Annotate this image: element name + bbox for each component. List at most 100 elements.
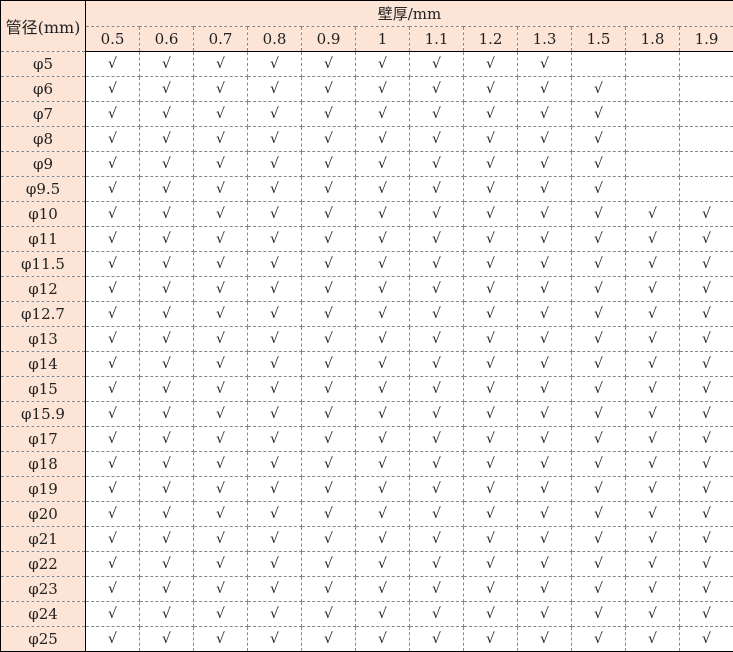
check-mark-cell: √ [464, 327, 518, 352]
check-mark-cell: √ [464, 377, 518, 402]
check-mark-cell: √ [302, 327, 356, 352]
empty-cell [626, 77, 680, 102]
check-mark-cell: √ [464, 277, 518, 302]
check-mark-cell: √ [680, 377, 733, 402]
thickness-column-header: 0.6 [140, 27, 194, 52]
check-mark-cell: √ [194, 327, 248, 352]
check-mark-cell: √ [464, 127, 518, 152]
check-mark-cell: √ [302, 202, 356, 227]
empty-cell [626, 152, 680, 177]
check-mark-cell: √ [572, 302, 626, 327]
check-mark-cell: √ [464, 252, 518, 277]
check-mark-cell: √ [464, 77, 518, 102]
check-mark-cell: √ [518, 227, 572, 252]
check-mark-cell: √ [86, 177, 140, 202]
check-mark-cell: √ [248, 452, 302, 477]
pipe-diameter-label: φ25 [1, 627, 86, 652]
check-mark-cell: √ [572, 227, 626, 252]
check-mark-cell: √ [248, 577, 302, 602]
check-mark-cell: √ [572, 127, 626, 152]
check-mark-cell: √ [572, 402, 626, 427]
check-mark-cell: √ [572, 102, 626, 127]
table-row: φ6√√√√√√√√√√ [1, 77, 733, 102]
table-row: φ25√√√√√√√√√√√√ [1, 627, 733, 652]
check-mark-cell: √ [356, 377, 410, 402]
table-row: φ11√√√√√√√√√√√√ [1, 227, 733, 252]
check-mark-cell: √ [626, 602, 680, 627]
check-mark-cell: √ [140, 627, 194, 652]
check-mark-cell: √ [680, 202, 733, 227]
check-mark-cell: √ [518, 352, 572, 377]
check-mark-cell: √ [86, 452, 140, 477]
pipe-diameter-label: φ18 [1, 452, 86, 477]
thickness-column-header: 1.9 [680, 27, 733, 52]
pipe-diameter-label: φ10 [1, 202, 86, 227]
check-mark-cell: √ [518, 327, 572, 352]
check-mark-cell: √ [626, 377, 680, 402]
check-mark-cell: √ [356, 352, 410, 377]
check-mark-cell: √ [248, 527, 302, 552]
check-mark-cell: √ [518, 152, 572, 177]
thickness-column-header: 1.1 [410, 27, 464, 52]
check-mark-cell: √ [140, 302, 194, 327]
table-row: φ15√√√√√√√√√√√√ [1, 377, 733, 402]
check-mark-cell: √ [86, 227, 140, 252]
check-mark-cell: √ [518, 527, 572, 552]
check-mark-cell: √ [410, 602, 464, 627]
check-mark-cell: √ [518, 552, 572, 577]
check-mark-cell: √ [356, 602, 410, 627]
check-mark-cell: √ [626, 302, 680, 327]
wall-thickness-header: 壁厚/mm [86, 1, 733, 27]
check-mark-cell: √ [356, 527, 410, 552]
check-mark-cell: √ [410, 552, 464, 577]
check-mark-cell: √ [572, 252, 626, 277]
check-mark-cell: √ [680, 402, 733, 427]
check-mark-cell: √ [518, 452, 572, 477]
check-mark-cell: √ [518, 102, 572, 127]
table-body: φ5√√√√√√√√√φ6√√√√√√√√√√φ7√√√√√√√√√√φ8√√√… [1, 52, 733, 652]
check-mark-cell: √ [356, 502, 410, 527]
check-mark-cell: √ [680, 277, 733, 302]
check-mark-cell: √ [410, 52, 464, 77]
pipe-diameter-label: φ9 [1, 152, 86, 177]
table-row: φ8√√√√√√√√√√ [1, 127, 733, 152]
check-mark-cell: √ [518, 52, 572, 77]
check-mark-cell: √ [572, 577, 626, 602]
table-row: φ5√√√√√√√√√ [1, 52, 733, 77]
thickness-column-header: 1 [356, 27, 410, 52]
check-mark-cell: √ [572, 152, 626, 177]
check-mark-cell: √ [248, 277, 302, 302]
check-mark-cell: √ [86, 602, 140, 627]
check-mark-cell: √ [464, 52, 518, 77]
check-mark-cell: √ [356, 402, 410, 427]
check-mark-cell: √ [248, 327, 302, 352]
check-mark-cell: √ [518, 502, 572, 527]
check-mark-cell: √ [680, 577, 733, 602]
check-mark-cell: √ [464, 402, 518, 427]
check-mark-cell: √ [464, 502, 518, 527]
thickness-column-header: 1.2 [464, 27, 518, 52]
check-mark-cell: √ [140, 402, 194, 427]
check-mark-cell: √ [680, 502, 733, 527]
pipe-diameter-label: φ9.5 [1, 177, 86, 202]
check-mark-cell: √ [410, 102, 464, 127]
check-mark-cell: √ [356, 252, 410, 277]
check-mark-cell: √ [410, 377, 464, 402]
table-row: φ22√√√√√√√√√√√√ [1, 552, 733, 577]
check-mark-cell: √ [140, 102, 194, 127]
check-mark-cell: √ [140, 177, 194, 202]
check-mark-cell: √ [410, 427, 464, 452]
check-mark-cell: √ [302, 527, 356, 552]
check-mark-cell: √ [302, 427, 356, 452]
check-mark-cell: √ [572, 202, 626, 227]
check-mark-cell: √ [518, 127, 572, 152]
check-mark-cell: √ [248, 602, 302, 627]
check-mark-cell: √ [86, 77, 140, 102]
check-mark-cell: √ [572, 452, 626, 477]
check-mark-cell: √ [572, 602, 626, 627]
check-mark-cell: √ [626, 327, 680, 352]
thickness-column-header: 1.8 [626, 27, 680, 52]
check-mark-cell: √ [86, 252, 140, 277]
check-mark-cell: √ [86, 352, 140, 377]
